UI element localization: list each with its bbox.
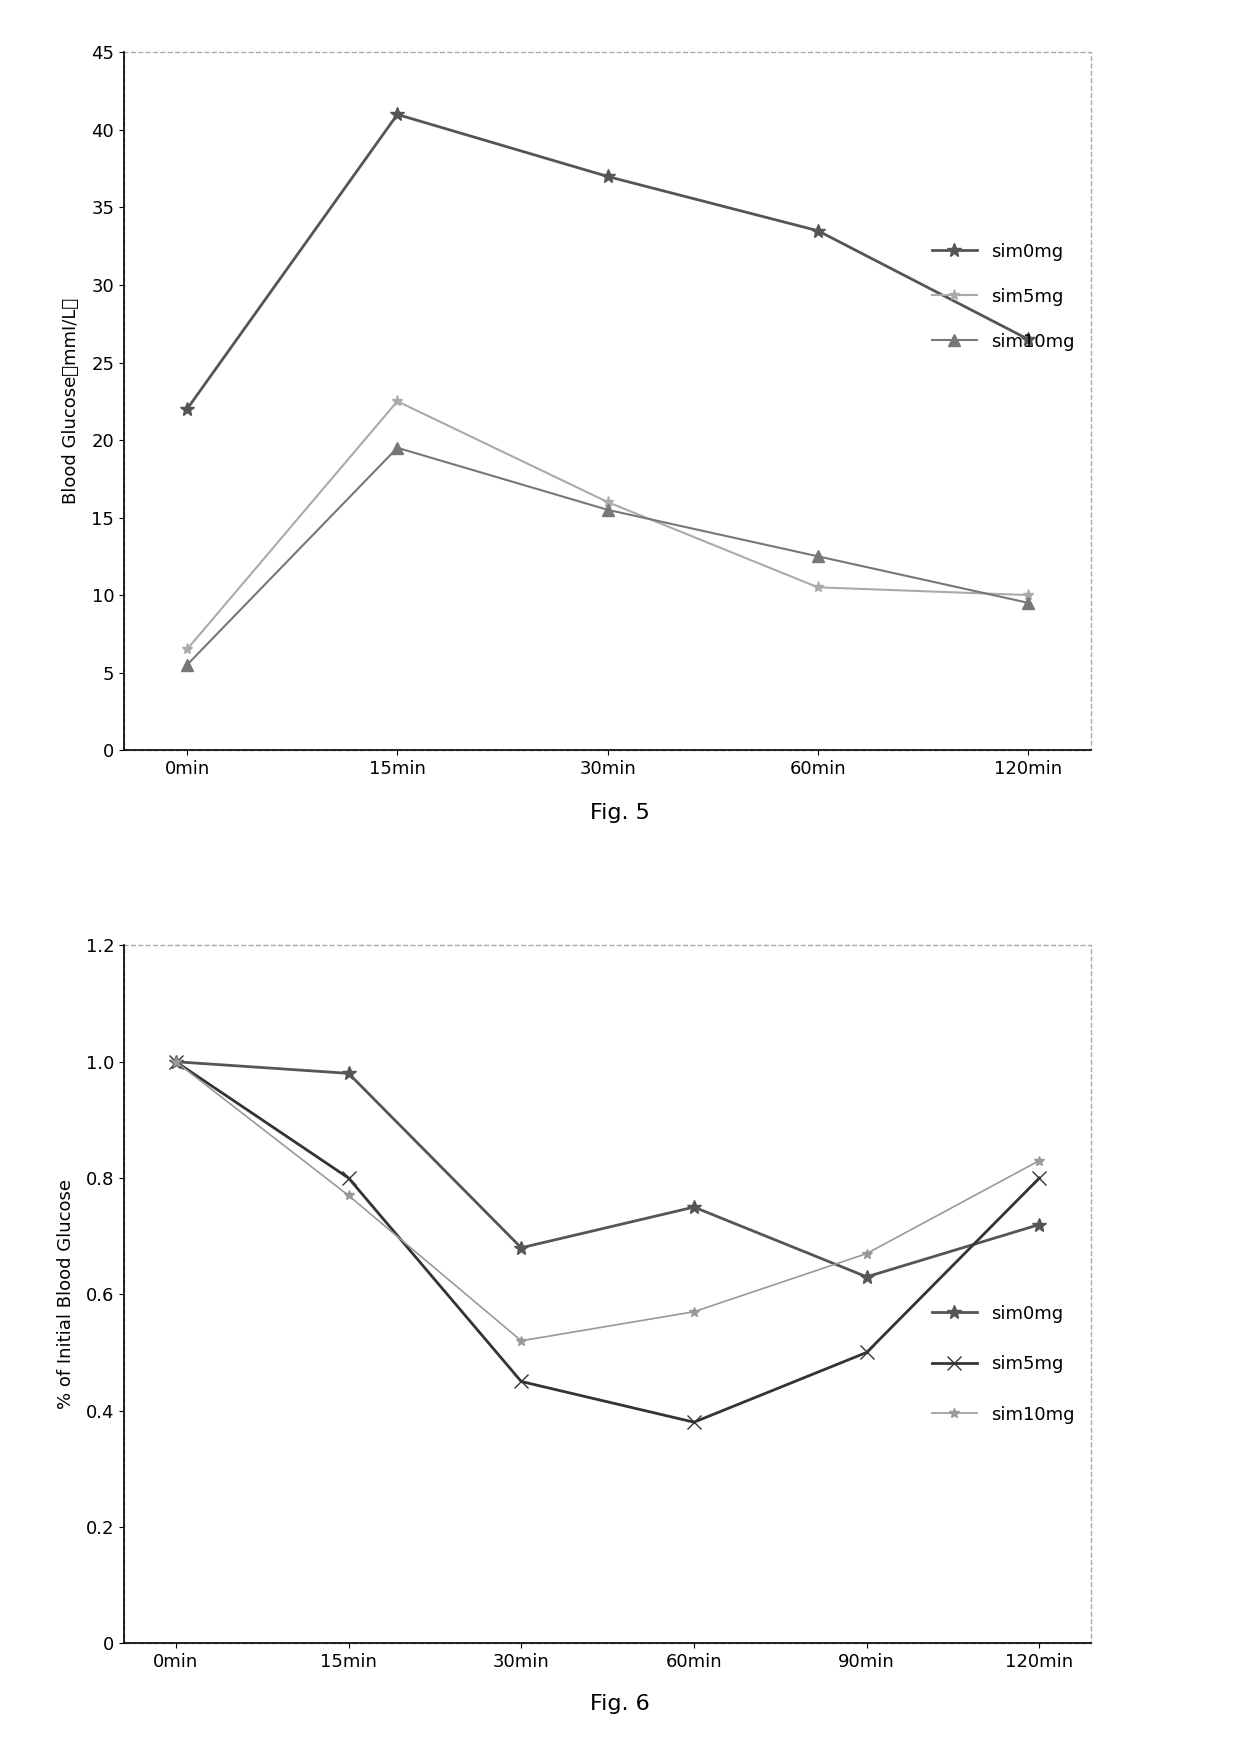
sim5mg: [859, 1342, 874, 1363]
Line: sim10mg: sim10mg: [171, 1058, 1044, 1346]
sim0mg: [1021, 329, 1035, 350]
sim0mg: [687, 1197, 702, 1218]
sim10mg: [169, 1051, 184, 1072]
sim10mg: [1032, 1150, 1047, 1171]
sim0mg: [1032, 1215, 1047, 1236]
sim10mg: [811, 545, 826, 566]
Line: sim0mg: sim0mg: [180, 108, 1035, 416]
Text: Fig. 5: Fig. 5: [590, 802, 650, 823]
Y-axis label: % of Initial Blood Glucose: % of Initial Blood Glucose: [57, 1180, 74, 1409]
sim10mg: [513, 1330, 528, 1351]
Text: Fig. 6: Fig. 6: [590, 1694, 650, 1715]
sim5mg: [513, 1370, 528, 1391]
sim0mg: [859, 1266, 874, 1287]
sim5mg: [180, 638, 195, 659]
sim0mg: [600, 166, 615, 187]
Line: sim10mg: sim10mg: [181, 442, 1034, 671]
sim10mg: [341, 1185, 356, 1206]
sim10mg: [180, 654, 195, 675]
sim10mg: [600, 500, 615, 521]
sim5mg: [687, 1412, 702, 1433]
sim5mg: [600, 491, 615, 512]
Line: sim5mg: sim5mg: [169, 1054, 1047, 1430]
Y-axis label: Blood Glucose（mmI/L）: Blood Glucose（mmI/L）: [62, 299, 81, 505]
Legend: sim0mg, sim5mg, sim10mg: sim0mg, sim5mg, sim10mg: [925, 236, 1083, 358]
sim0mg: [389, 103, 404, 124]
sim5mg: [169, 1051, 184, 1072]
sim10mg: [859, 1243, 874, 1264]
sim5mg: [1021, 584, 1035, 605]
sim10mg: [389, 437, 404, 458]
sim10mg: [1021, 593, 1035, 614]
sim5mg: [1032, 1168, 1047, 1189]
sim5mg: [389, 392, 404, 413]
Legend: sim0mg, sim5mg, sim10mg: sim0mg, sim5mg, sim10mg: [925, 1297, 1083, 1432]
sim0mg: [341, 1063, 356, 1084]
Line: sim5mg: sim5mg: [181, 395, 1034, 656]
sim5mg: [811, 577, 826, 598]
sim10mg: [687, 1301, 702, 1321]
sim0mg: [169, 1051, 184, 1072]
Line: sim0mg: sim0mg: [169, 1054, 1047, 1283]
sim5mg: [341, 1168, 356, 1189]
sim0mg: [180, 399, 195, 420]
sim0mg: [513, 1238, 528, 1259]
sim0mg: [811, 220, 826, 241]
